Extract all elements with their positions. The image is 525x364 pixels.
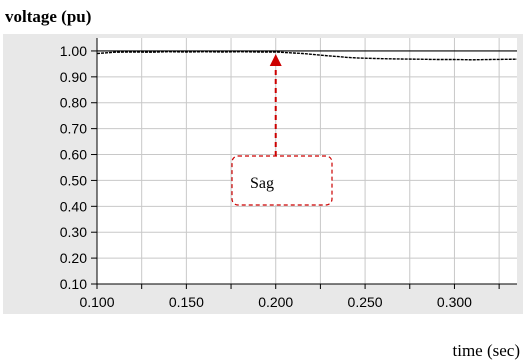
y-tick-label: 0.30: [60, 224, 87, 240]
y-tick-label: 0.70: [60, 121, 87, 137]
axes: [91, 38, 517, 289]
sag-label-box: [231, 155, 333, 206]
y-axis-label: voltage (pu): [5, 7, 91, 26]
y-tick-label: 0.60: [60, 147, 87, 163]
x-tick-label: 0.300: [437, 294, 472, 310]
y-tick-label: 0.90: [60, 69, 87, 85]
data-lines: [96, 50, 518, 61]
y-tick-label: 0.40: [60, 198, 87, 214]
y-tick-label: 0.80: [60, 95, 87, 111]
sag-label: Sag: [250, 175, 274, 192]
sag-arrow-head: [269, 53, 282, 66]
grid: [97, 38, 517, 285]
voltage-series-line: [96, 50, 518, 61]
y-tick-label: 0.50: [60, 172, 87, 188]
tick-labels: 1.00 0.90 0.80 0.70 0.60 0.50 0.40 0.30 0.20 0.10…: [60, 43, 472, 310]
x-tick-label: 0.100: [79, 294, 114, 310]
x-tick-label: 0.250: [348, 294, 383, 310]
x-tick-label: 0.150: [169, 294, 204, 310]
sag-annotation: Sag: [231, 53, 333, 206]
y-tick-label: 0.10: [60, 276, 87, 292]
x-tick-label: 0.200: [258, 294, 293, 310]
y-tick-label: 0.20: [60, 250, 87, 266]
x-axis-label: time (sec): [453, 341, 521, 360]
y-tick-label: 1.00: [60, 43, 87, 59]
